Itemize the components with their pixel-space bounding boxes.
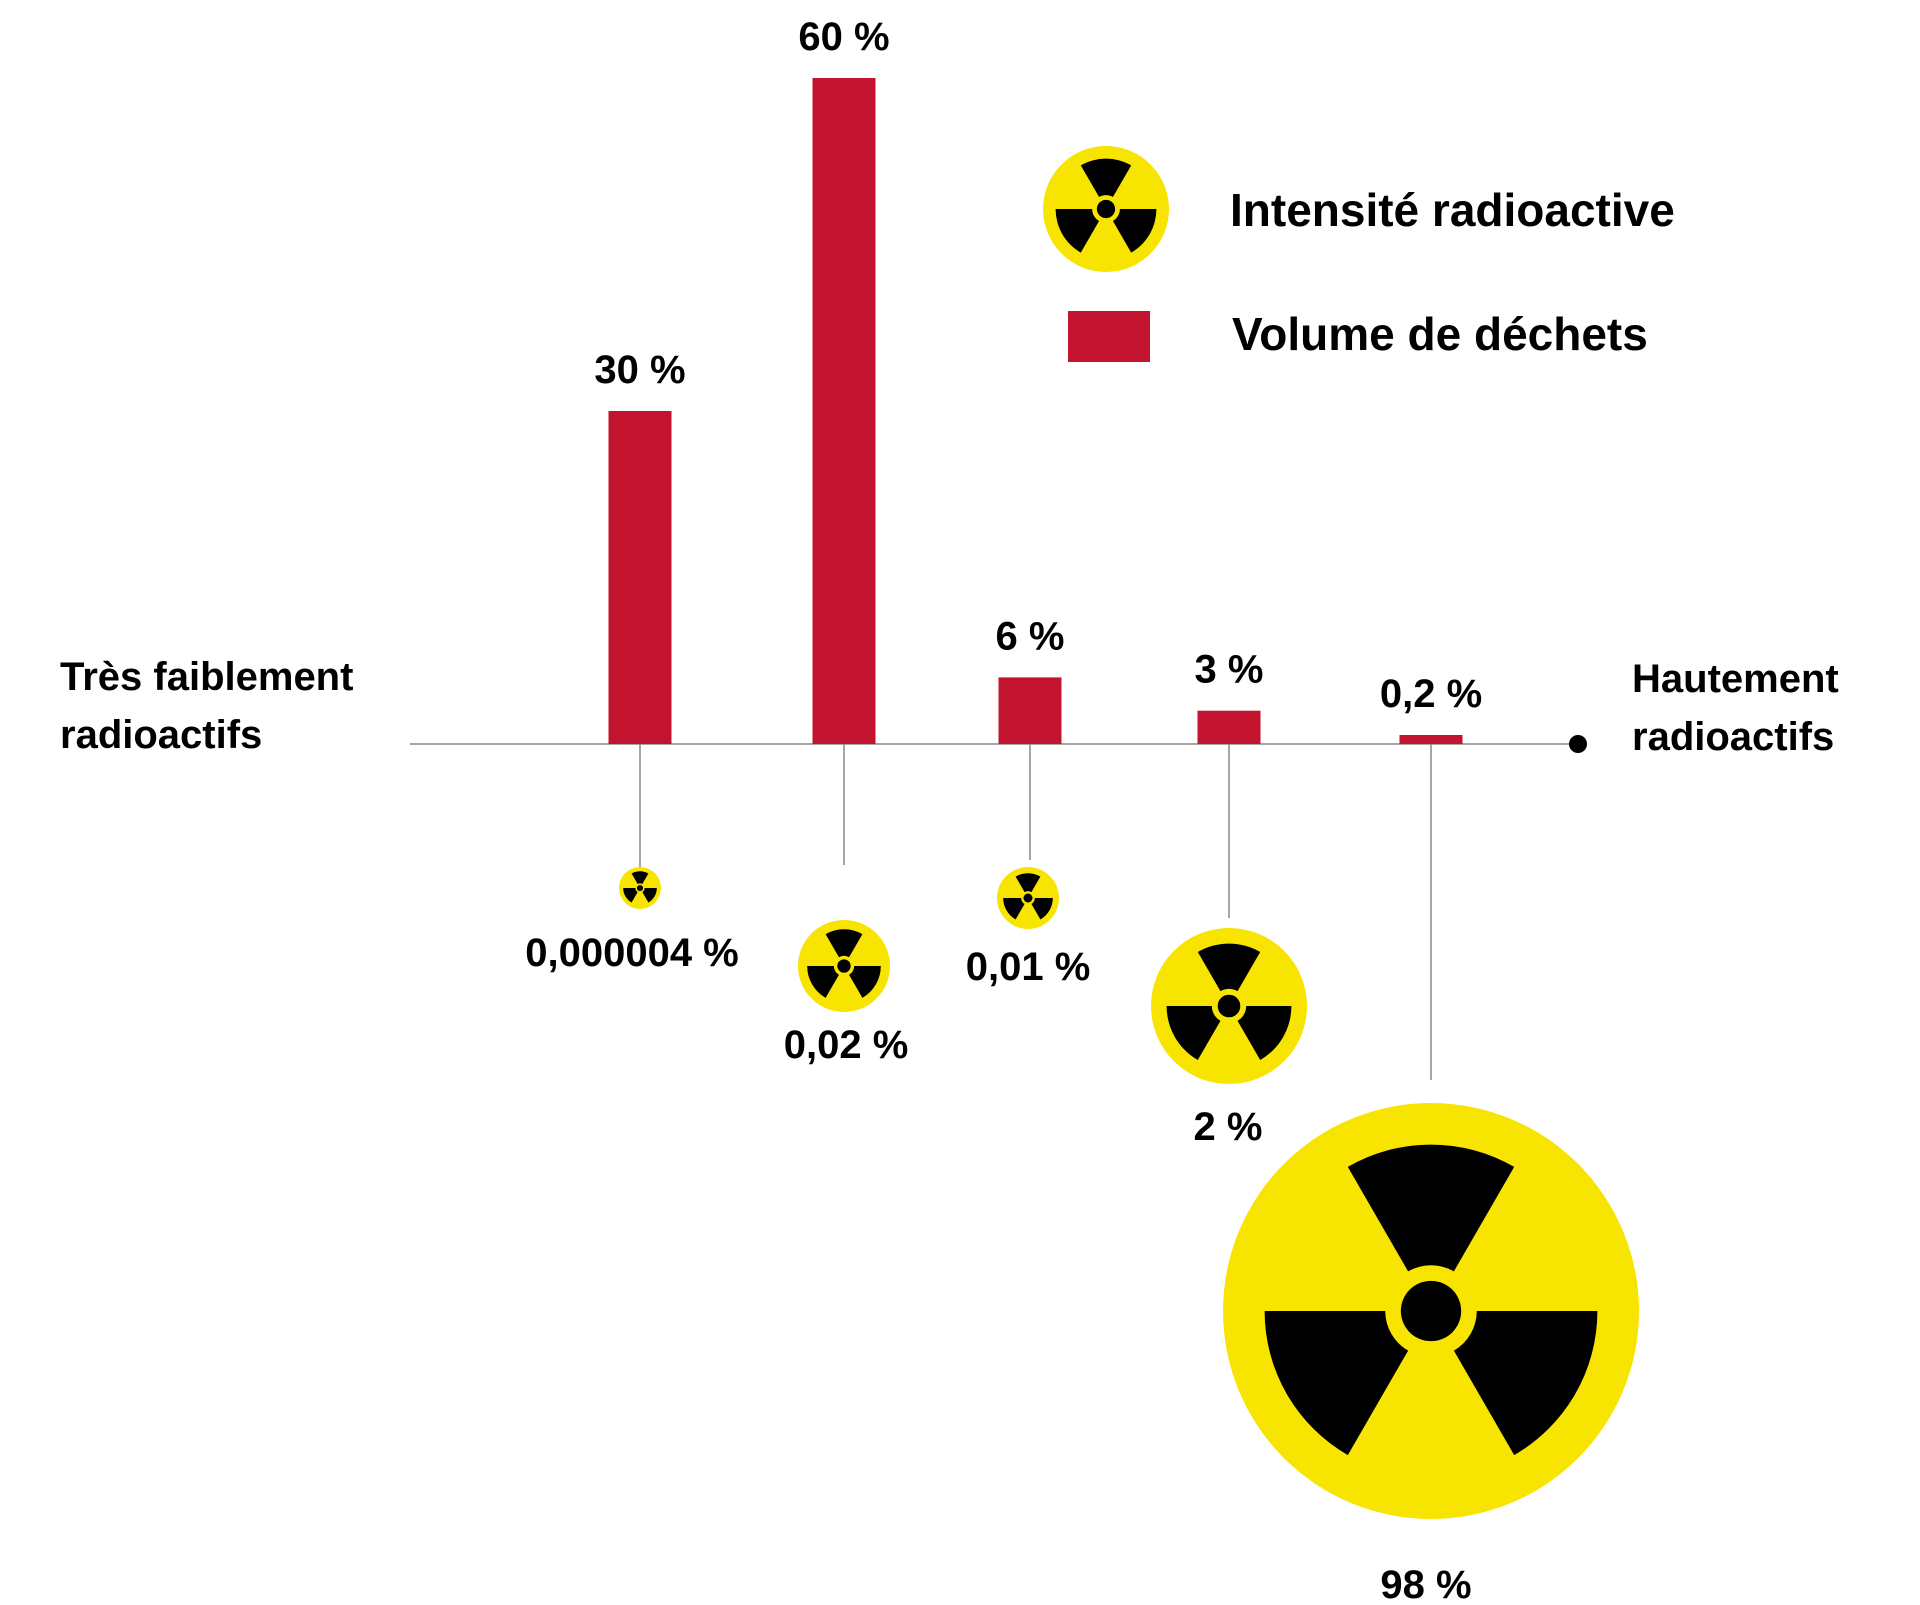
radiation-hazard-icon-4 <box>1151 928 1307 1084</box>
bar-4 <box>1197 710 1261 744</box>
bar-label-4: 3 % <box>1195 648 1264 692</box>
bar-1 <box>608 411 672 744</box>
radiation-hazard-icon <box>1043 146 1169 272</box>
radiation-hazard-icon-2 <box>798 920 890 1012</box>
legend-label-intensity: Intensité radioactive <box>1230 184 1675 236</box>
intensity-label-5: 98 % <box>1380 1563 1471 1605</box>
intensity-label-3: 0,01 % <box>966 945 1091 989</box>
legend-volume-swatch <box>1068 311 1150 362</box>
intensity-label-1: 0,000004 % <box>525 931 739 975</box>
bar-label-1: 30 % <box>594 348 685 392</box>
radiation-hazard-icon-3 <box>997 867 1059 929</box>
bar-label-5: 0,2 % <box>1380 672 1482 716</box>
legend-label-volume: Volume de déchets <box>1232 308 1648 360</box>
axis-right-label: Hautement radioactifs <box>1632 657 1850 759</box>
radiation-hazard-icon-5 <box>1223 1103 1639 1519</box>
intensity-connectors <box>639 744 1432 1080</box>
bar-label-3: 6 % <box>996 614 1065 658</box>
radiation-hazard-icon-1 <box>619 867 661 909</box>
bar-5 <box>1399 735 1463 744</box>
intensity-symbols <box>619 867 1639 1519</box>
bar-2 <box>812 78 876 744</box>
volume-bars <box>608 78 1463 744</box>
axis-end-dot <box>1569 735 1587 753</box>
legend: Intensité radioactive Volume de déchets <box>1043 146 1675 362</box>
bar-label-2: 60 % <box>798 15 889 59</box>
intensity-value-labels: 0,000004 % 0,02 % 0,01 % 2 % 98 % <box>525 931 1471 1605</box>
intensity-label-4: 2 % <box>1194 1105 1263 1149</box>
bar-3 <box>998 677 1062 744</box>
intensity-label-2: 0,02 % <box>784 1023 909 1067</box>
volume-value-labels: 30 % 60 % 6 % 3 % 0,2 % <box>594 15 1482 716</box>
axis-left-label: Très faiblement radioactifs <box>60 655 365 757</box>
